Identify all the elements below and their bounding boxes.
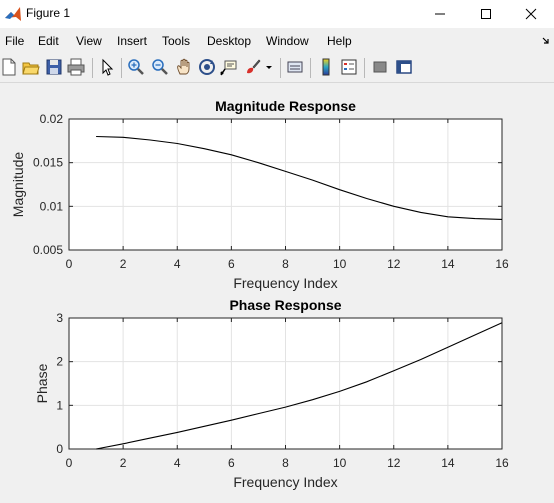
x-tick-label: 16 xyxy=(495,257,509,271)
y-tick-label: 2 xyxy=(56,355,63,369)
menu-edit[interactable]: Edit xyxy=(38,34,59,48)
series-line xyxy=(96,135,503,220)
show-plot-tools-icon[interactable] xyxy=(395,58,413,76)
x-tick-label: 14 xyxy=(441,257,455,271)
toolbar-separator xyxy=(364,58,365,78)
x-tick-label: 12 xyxy=(387,456,401,470)
menu-desktop[interactable]: Desktop xyxy=(207,34,252,48)
x-tick-label: 0 xyxy=(66,456,73,470)
y-tick-label: 1 xyxy=(56,398,63,412)
x-tick-label: 4 xyxy=(174,257,181,271)
maximize-icon xyxy=(481,9,491,19)
x-tick-label: 10 xyxy=(333,456,347,470)
x-tick-label: 14 xyxy=(441,456,455,470)
plot-title: Magnitude Response xyxy=(215,98,356,114)
menu-help[interactable]: Help xyxy=(327,34,352,48)
x-tick-label: 0 xyxy=(66,257,73,271)
toolbar-separator xyxy=(121,58,122,78)
x-axis-label: Frequency Index xyxy=(233,275,337,291)
new-figure-icon[interactable] xyxy=(0,58,18,76)
toolbar-separator xyxy=(310,58,311,78)
x-tick-label: 8 xyxy=(282,456,289,470)
title-bar: Figure 1 xyxy=(0,0,554,28)
x-tick-label: 16 xyxy=(495,456,509,470)
hide-plot-tools-icon[interactable] xyxy=(371,58,389,76)
minimize-button[interactable] xyxy=(417,0,463,28)
open-file-icon[interactable] xyxy=(22,58,40,76)
toolbar-separator xyxy=(92,58,93,78)
y-tick-label: 0.005 xyxy=(33,243,63,257)
y-axis-label: Magnitude xyxy=(10,152,26,218)
plot-title: Phase Response xyxy=(229,297,341,313)
zoom-in-icon[interactable] xyxy=(127,58,145,76)
data-cursor-icon[interactable] xyxy=(220,58,238,76)
x-tick-label: 6 xyxy=(228,456,235,470)
x-tick-label: 4 xyxy=(174,456,181,470)
menu-tools[interactable]: Tools xyxy=(162,34,191,48)
menu-view[interactable]: View xyxy=(76,34,102,48)
maximize-button[interactable] xyxy=(463,0,509,28)
x-tick-label: 6 xyxy=(228,257,235,271)
x-tick-label: 2 xyxy=(120,257,127,271)
x-axis-label: Frequency Index xyxy=(233,474,337,490)
series-line xyxy=(95,322,503,450)
rotate-3d-icon[interactable] xyxy=(198,58,216,76)
zoom-out-icon[interactable] xyxy=(151,58,169,76)
minimize-icon xyxy=(435,13,445,15)
x-tick-label: 2 xyxy=(120,456,127,470)
menu-file[interactable]: File xyxy=(5,34,25,48)
legend-icon[interactable] xyxy=(340,58,358,76)
brush-icon[interactable] xyxy=(244,58,262,76)
toolbar-separator xyxy=(280,58,281,78)
link-plot-icon[interactable] xyxy=(286,58,304,76)
save-icon[interactable] xyxy=(45,58,63,76)
y-tick-label: 0 xyxy=(56,442,63,456)
matlab-logo-icon xyxy=(5,7,21,21)
menu-insert[interactable]: Insert xyxy=(117,34,148,48)
x-tick-label: 10 xyxy=(333,257,347,271)
pan-icon[interactable] xyxy=(175,58,193,76)
close-icon xyxy=(525,8,537,20)
window-title: Figure 1 xyxy=(26,6,71,20)
close-button[interactable] xyxy=(508,0,554,28)
y-tick-label: 0.01 xyxy=(40,199,64,213)
brush-dropdown-icon[interactable] xyxy=(264,58,274,76)
x-tick-label: 12 xyxy=(387,257,401,271)
print-icon[interactable] xyxy=(67,58,85,76)
y-tick-label: 0.015 xyxy=(33,156,63,170)
x-tick-label: 8 xyxy=(282,257,289,271)
y-tick-label: 0.02 xyxy=(40,112,64,126)
y-tick-label: 3 xyxy=(56,311,63,325)
pointer-icon[interactable] xyxy=(98,58,116,76)
menu-bar xyxy=(0,28,554,55)
y-axis-label: Phase xyxy=(34,363,50,403)
dock-arrow-icon[interactable] xyxy=(541,36,551,46)
menu-window[interactable]: Window xyxy=(266,34,309,48)
colorbar-icon[interactable] xyxy=(317,58,335,76)
